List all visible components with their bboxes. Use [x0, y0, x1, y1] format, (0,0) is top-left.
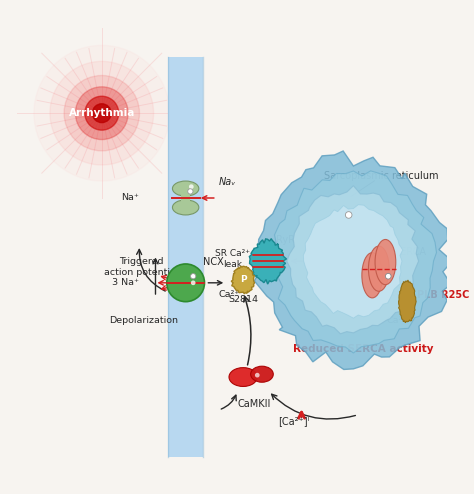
Circle shape	[167, 264, 204, 302]
Text: Na⁺: Na⁺	[122, 194, 139, 203]
Circle shape	[34, 45, 170, 181]
Circle shape	[50, 61, 154, 165]
Text: RyR: RyR	[276, 236, 295, 246]
Circle shape	[346, 211, 352, 218]
Polygon shape	[249, 239, 286, 284]
Circle shape	[189, 184, 194, 189]
Ellipse shape	[229, 368, 257, 386]
Text: S2814: S2814	[228, 295, 258, 304]
Circle shape	[255, 373, 260, 377]
Polygon shape	[399, 280, 416, 323]
Polygon shape	[272, 171, 437, 353]
Polygon shape	[303, 205, 403, 318]
Bar	[168, 57, 202, 457]
Text: ↑: ↑	[246, 270, 254, 280]
Text: CaMKII: CaMKII	[238, 399, 271, 409]
Circle shape	[191, 274, 196, 279]
Ellipse shape	[173, 200, 199, 215]
Circle shape	[64, 76, 139, 151]
Ellipse shape	[251, 366, 273, 382]
Bar	[181, 193, 191, 203]
Polygon shape	[254, 151, 452, 370]
Text: Arrhythmia: Arrhythmia	[69, 108, 135, 118]
Text: SERCA: SERCA	[394, 247, 426, 257]
Circle shape	[191, 281, 196, 285]
Ellipse shape	[368, 246, 389, 291]
Circle shape	[385, 273, 391, 279]
Polygon shape	[287, 186, 419, 334]
Text: Ca²⁺: Ca²⁺	[387, 316, 409, 325]
Circle shape	[75, 87, 128, 140]
Text: Depolarization: Depolarization	[109, 316, 178, 325]
Circle shape	[188, 189, 193, 194]
Text: Ca²⁺: Ca²⁺	[219, 289, 240, 298]
Text: Naᵥ: Naᵥ	[219, 177, 236, 187]
Ellipse shape	[362, 252, 383, 298]
Text: Triggered
action potential: Triggered action potential	[104, 257, 179, 277]
Polygon shape	[231, 266, 255, 293]
Text: PLB R25C: PLB R25C	[418, 290, 470, 300]
Text: Ca²⁺: Ca²⁺	[303, 253, 325, 262]
Ellipse shape	[375, 240, 396, 285]
Text: 3 Na⁺: 3 Na⁺	[112, 278, 139, 288]
Text: SR Ca²⁺
leak: SR Ca²⁺ leak	[215, 249, 250, 269]
Circle shape	[85, 96, 119, 130]
Text: [Ca²⁺]ᴵ: [Ca²⁺]ᴵ	[278, 416, 310, 426]
Text: P: P	[240, 276, 246, 285]
Circle shape	[92, 104, 111, 123]
Text: Sarcoplasmic reticulum: Sarcoplasmic reticulum	[324, 171, 439, 181]
Text: Reduced SERCA activity: Reduced SERCA activity	[292, 344, 433, 354]
Text: NCX: NCX	[202, 257, 223, 267]
Ellipse shape	[173, 181, 199, 196]
